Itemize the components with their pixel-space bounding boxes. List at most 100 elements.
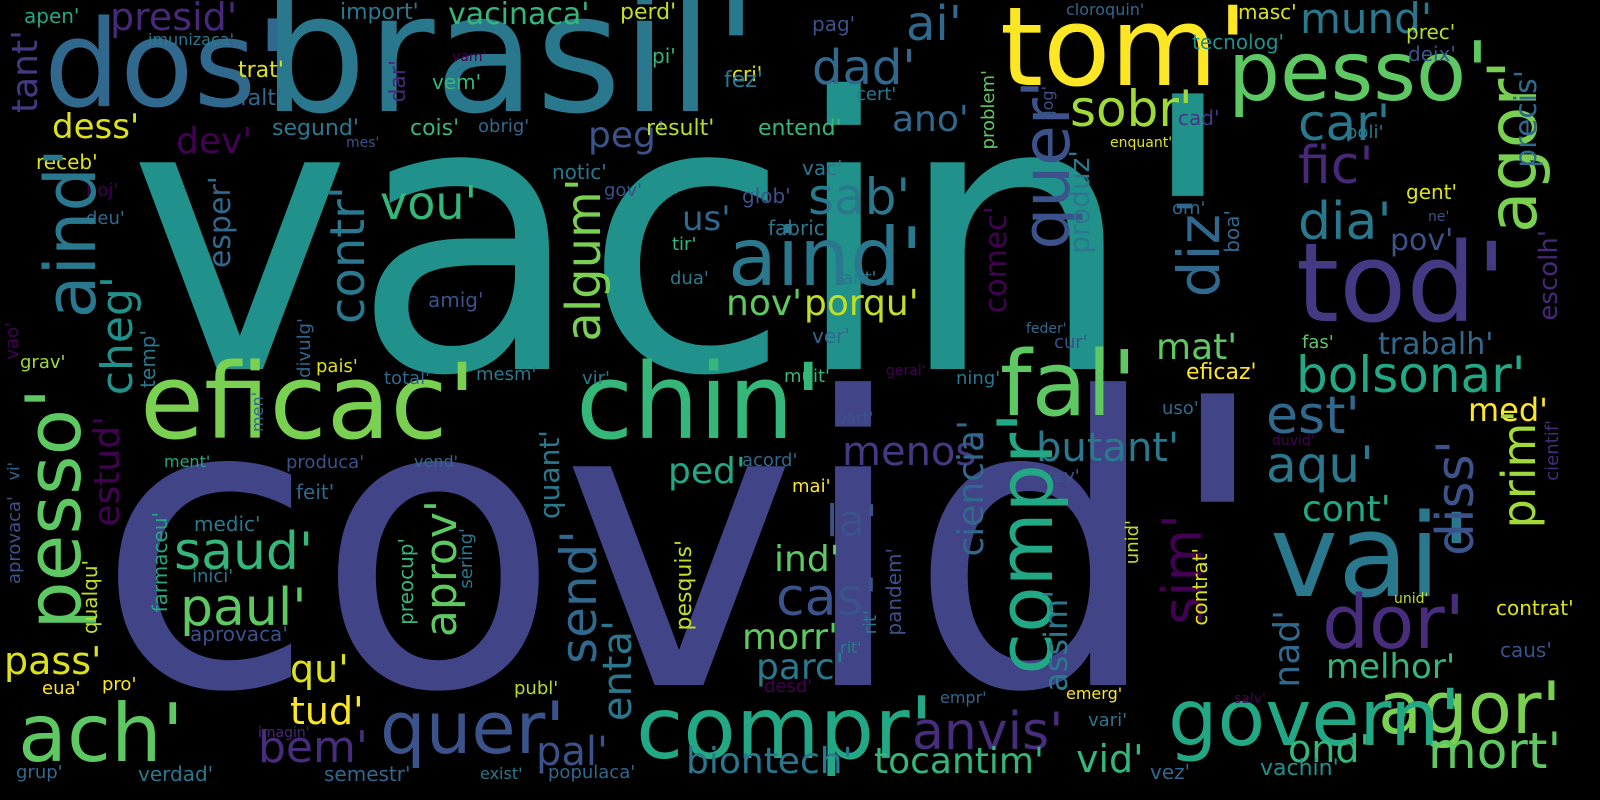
word-inici: inici'	[192, 566, 234, 587]
vword-estud: estud'	[87, 416, 128, 527]
vword-produz: produz'	[1063, 150, 1096, 254]
word-uso: uso'	[1162, 398, 1199, 419]
word-ond: ond'	[1288, 727, 1370, 771]
word-mai: mai'	[792, 476, 831, 497]
word-duvid: duvid'	[1272, 433, 1315, 449]
word-eua: contrat'	[1496, 596, 1574, 620]
word-parc: parc'	[756, 647, 845, 688]
word-laboratori: aprovaca'	[190, 622, 288, 646]
word-mes: mes'	[346, 135, 380, 151]
word-ning: ning'	[956, 368, 1001, 389]
vword-vao: vao'	[2, 322, 23, 360]
word-brasil: brasil'	[262, 0, 759, 150]
word-imagin: salv'	[1234, 691, 1266, 707]
word-verdad: imagin'	[258, 725, 310, 741]
word-dad: dad'	[812, 40, 916, 96]
word-pod: agor'	[1378, 666, 1562, 750]
vword-comec: comec'	[979, 206, 1014, 314]
word-outr: quer'	[380, 686, 566, 770]
word-melhor: melhor'	[1326, 647, 1456, 687]
word-poli: poli'	[1346, 122, 1384, 143]
word-cas: cas'	[776, 568, 878, 628]
word-muit: muit'	[784, 366, 830, 387]
word-dess: dess'	[52, 107, 140, 147]
word-notic: notic'	[552, 160, 607, 184]
word-bolsonar: bolsonar'	[1296, 346, 1526, 404]
word-cert: cert'	[856, 84, 897, 105]
word-caus: unid'	[1394, 591, 1429, 607]
vword-divulg: divulg'	[294, 318, 315, 378]
word-vez: exist'	[480, 764, 523, 783]
word-vacin: vacin'	[128, 19, 1240, 459]
word-morr: morr'	[742, 617, 838, 658]
word-tocantim: tocantim'	[874, 741, 1044, 782]
word-feder: feder'	[1026, 321, 1067, 337]
word-grup: vari'	[1088, 710, 1128, 731]
word-mort: mort'	[1428, 722, 1562, 780]
word-ped: ped'	[668, 451, 746, 492]
word-exist: verdad'	[138, 762, 214, 786]
word-ano: ano'	[892, 99, 969, 140]
word-sobr: sobr'	[1070, 80, 1193, 138]
word-nenhum: vez'	[1150, 760, 1191, 784]
word-total: total'	[384, 368, 431, 389]
vword-diss: diss'	[1426, 440, 1486, 556]
word-vend: vend'	[414, 452, 459, 471]
word-entend: entend'	[758, 116, 842, 141]
word-mund: mund'	[1300, 0, 1433, 43]
word-apen: apen'	[24, 4, 80, 28]
word-receb: receb'	[36, 150, 98, 174]
word-part: part'	[836, 408, 874, 427]
word-geral: geral'	[886, 363, 926, 379]
word-pal: pal'	[536, 729, 609, 775]
word-empr: publ'	[514, 678, 559, 699]
vword-quant: quant'	[533, 430, 566, 520]
word-ment: ment'	[164, 452, 211, 471]
word-medic: medic'	[194, 512, 261, 536]
word-feit: feit'	[296, 480, 335, 504]
word-gov: gov'	[604, 180, 643, 201]
vword-vi: vi'	[4, 462, 23, 481]
word-cad: cad'	[1178, 106, 1220, 130]
word-bem: bem'	[258, 722, 368, 773]
vword-farmaceu: farmaceu'	[148, 512, 172, 613]
word-est: est'	[1266, 386, 1360, 446]
word-ind: ind'	[774, 539, 840, 580]
word-milho: ach'	[18, 687, 184, 780]
vword-algum: algum'	[556, 178, 612, 342]
word-eficaz: eficaz'	[1186, 360, 1257, 385]
word-dua: dua'	[670, 268, 709, 289]
word-pi: pi'	[652, 44, 676, 68]
word-vari: emerg'	[1066, 684, 1123, 703]
word-test: dor'	[1322, 580, 1466, 666]
word-pais: pais'	[316, 356, 358, 377]
word-semestr: grup'	[16, 762, 63, 783]
word-enquant: enquant'	[1110, 135, 1173, 151]
word-aqu: aqu'	[1266, 436, 1374, 494]
word-dos: dos'	[44, 0, 290, 135]
word-sab: sab'	[808, 168, 911, 226]
word-cloroquin: cloroquin'	[1066, 0, 1145, 19]
word-paul: paul'	[180, 578, 307, 638]
word-la: la'	[826, 496, 878, 547]
word-fabric: fabric'	[768, 216, 831, 240]
vword-nad: nad'	[1267, 610, 1308, 688]
vword-rit: rit'	[860, 610, 881, 635]
word-fas: fas'	[1302, 332, 1334, 353]
vword-temp: temp'	[136, 330, 160, 388]
word-qu: qu'	[290, 647, 349, 691]
word-deix: deix'	[1408, 42, 1456, 66]
word-falt: falt'	[240, 86, 283, 111]
word-salv: empr'	[940, 688, 987, 707]
word-cois: cois'	[410, 116, 460, 141]
word-med: med'	[1468, 391, 1548, 429]
word-presid: presid'	[110, 0, 238, 39]
word-imunizaca: imunizaca'	[148, 30, 234, 49]
word-butant: butant'	[1036, 425, 1179, 471]
word-grav: grav'	[20, 352, 66, 373]
word-vam: vam'	[452, 49, 487, 65]
word-dia: dia'	[1298, 192, 1392, 252]
vword-esper: esper'	[203, 176, 238, 269]
word-dor: aind'	[728, 211, 923, 304]
word-trabalh: trabalh'	[1378, 327, 1494, 362]
